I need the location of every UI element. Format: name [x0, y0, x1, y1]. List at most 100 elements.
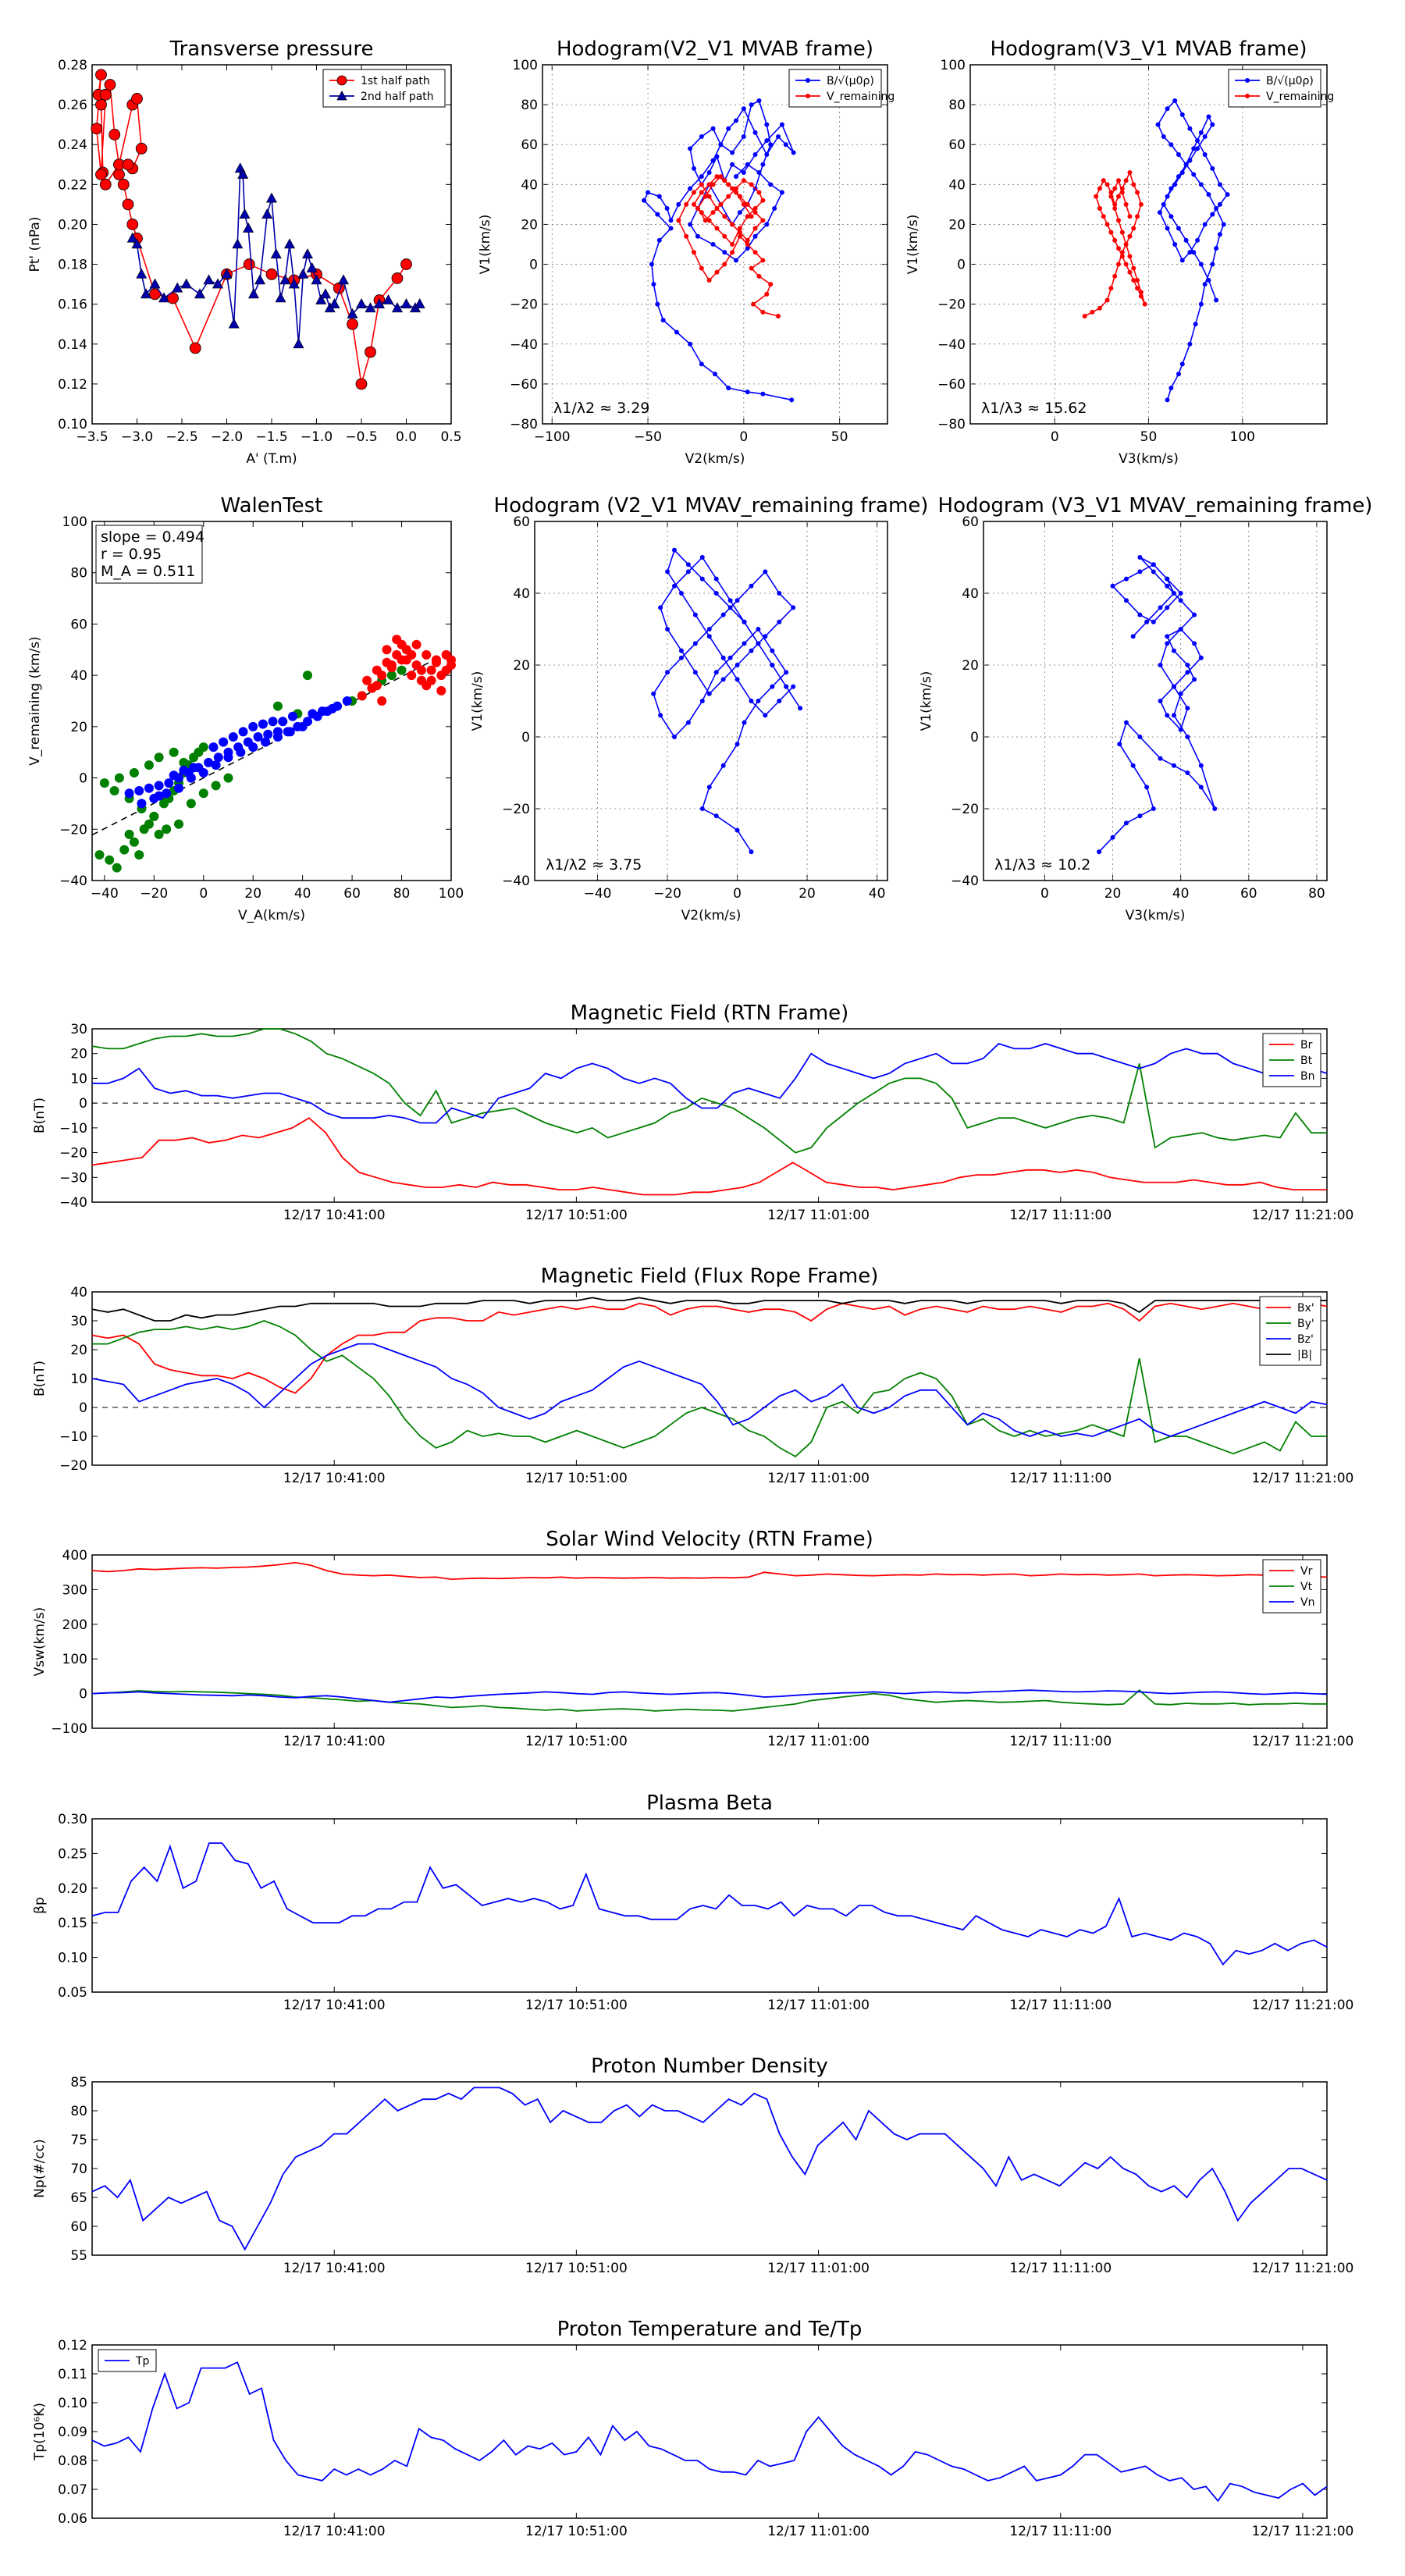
- data-point: [649, 262, 654, 267]
- y-tick-label: 0.16: [58, 297, 87, 313]
- data-point: [745, 390, 750, 395]
- data-point: [745, 237, 750, 243]
- data-point: [706, 170, 712, 175]
- data-point: [1178, 691, 1183, 696]
- data-point: [1094, 194, 1099, 199]
- y-tick-label: 0.05: [58, 1985, 87, 2001]
- data-point: [1131, 278, 1136, 283]
- walen-annotation: M_A = 0.511: [101, 563, 195, 580]
- eigen-ratio-label: λ1/λ2 ≈ 3.75: [546, 856, 642, 873]
- data-point: [131, 93, 143, 105]
- y-axis-label: Tp(10⁶K): [32, 2403, 48, 2461]
- series-line: [91, 2087, 1328, 2251]
- data-point: [699, 361, 704, 367]
- data-point: [718, 142, 724, 148]
- data-point: [791, 605, 796, 610]
- scatter-point: [211, 760, 221, 770]
- x-tick-label: 12/17 11:01:00: [767, 1471, 870, 1486]
- scatter-point: [238, 727, 248, 737]
- y-tick-label: 20: [70, 720, 87, 735]
- data-point: [741, 201, 746, 207]
- data-point: [685, 569, 691, 575]
- y-tick-label: 60: [70, 2219, 87, 2235]
- data-point: [1172, 182, 1178, 187]
- data-point: [1101, 178, 1106, 183]
- data-point: [265, 268, 278, 280]
- data-point: [1168, 386, 1174, 390]
- y-tick-label: −10: [59, 1429, 87, 1445]
- data-point: [373, 298, 386, 308]
- data-point: [315, 294, 327, 304]
- legend-label: B/√(μ0ρ): [827, 75, 874, 87]
- data-point: [702, 218, 708, 223]
- y-tick-label: 100: [62, 1652, 87, 1667]
- series-line: [1157, 99, 1229, 400]
- data-point: [117, 178, 130, 190]
- data-point: [745, 242, 750, 247]
- x-tick-label: −1.5: [255, 429, 287, 445]
- data-point: [691, 201, 696, 207]
- scatter-point: [186, 799, 196, 809]
- data-point: [779, 190, 784, 195]
- scatter-point: [248, 721, 258, 731]
- x-tick-label: 100: [1230, 429, 1255, 445]
- scatter-point: [422, 649, 432, 660]
- data-point: [1116, 246, 1122, 251]
- panel-ts3: Solar Wind Velocity (RTN Frame) −100 0 100 2…: [32, 1528, 1353, 1749]
- scatter-point: [436, 671, 446, 681]
- x-tick-label: 12/17 10:41:00: [283, 1471, 386, 1486]
- data-point: [1198, 130, 1204, 135]
- x-tick-label: 60: [1240, 886, 1257, 902]
- data-point: [699, 806, 705, 811]
- data-point: [1206, 114, 1211, 119]
- scatter-point: [144, 783, 154, 793]
- y-tick-label: 0.20: [58, 1881, 87, 1897]
- data-point: [1202, 222, 1208, 227]
- data-point: [692, 641, 698, 646]
- data-point: [265, 192, 278, 203]
- data-point: [1112, 273, 1118, 279]
- scatter-point: [263, 729, 273, 739]
- y-tick-label: 0: [79, 1687, 87, 1703]
- data-point: [772, 206, 777, 211]
- scatter-point: [318, 706, 328, 717]
- legend-label: Vn: [1300, 1596, 1314, 1609]
- data-point: [749, 648, 754, 653]
- scatter-point: [137, 799, 147, 809]
- x-tick-label: −20: [140, 886, 168, 902]
- data-point: [741, 106, 746, 112]
- series-line: [91, 1300, 1328, 1394]
- data-point: [730, 242, 735, 247]
- legend-label: V_remaining: [1266, 91, 1334, 103]
- data-point: [95, 169, 107, 180]
- data-point: [720, 763, 726, 768]
- data-point: [764, 138, 770, 144]
- data-point: [1183, 162, 1189, 167]
- data-point: [741, 134, 746, 139]
- data-point: [688, 186, 693, 191]
- series-line: [678, 175, 779, 317]
- data-point: [678, 655, 684, 660]
- data-point: [756, 699, 761, 703]
- legend-label: |B|: [1297, 1349, 1312, 1361]
- data-point: [1097, 305, 1102, 311]
- data-point: [1158, 663, 1163, 667]
- data-point: [768, 182, 774, 187]
- x-tick-label: 12/17 10:51:00: [525, 2524, 628, 2539]
- data-point: [714, 174, 720, 180]
- data-point: [760, 309, 766, 315]
- data-point: [311, 274, 322, 285]
- x-tick-label: −50: [634, 429, 662, 445]
- y-tick-label: 0.10: [58, 1951, 87, 1966]
- data-point: [691, 165, 696, 171]
- data-point: [1176, 372, 1181, 377]
- y-tick-label: 0.12: [58, 2338, 87, 2354]
- data-point: [737, 226, 742, 231]
- data-point: [1178, 591, 1183, 596]
- y-tick-label: −20: [937, 297, 966, 313]
- y-tick-label: 0: [79, 771, 87, 787]
- data-point: [734, 118, 739, 123]
- x-tick-label: 40: [1172, 886, 1190, 902]
- data-point: [167, 292, 179, 304]
- data-point: [1158, 605, 1163, 610]
